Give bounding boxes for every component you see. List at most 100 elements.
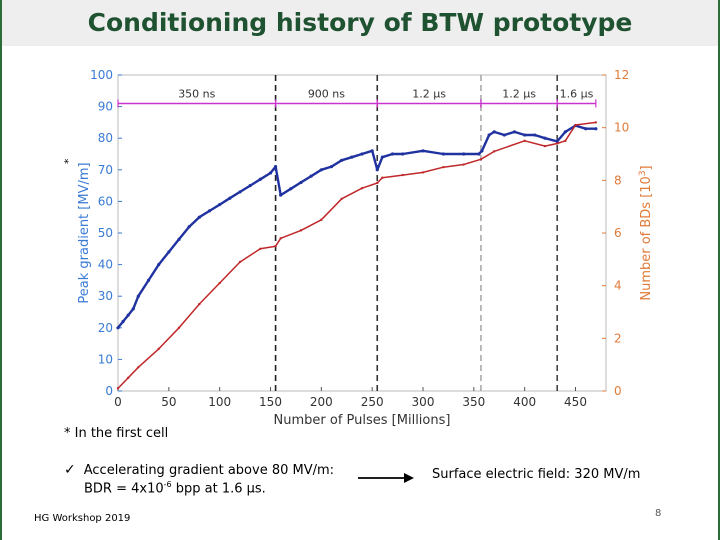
y-left-tick-label: 100: [90, 68, 113, 82]
peak-gradient-point: [218, 202, 222, 207]
bd-count-point: [259, 247, 262, 250]
peak-gradient-point: [502, 133, 506, 137]
peak-gradient-point: [555, 139, 559, 143]
bd-count-point: [556, 142, 559, 145]
bd-count-point: [523, 139, 526, 143]
y-right-tick-label: 6: [614, 226, 622, 240]
peak-gradient-point: [390, 152, 395, 156]
bd-count-point: [218, 281, 221, 285]
peak-gradient-point: [380, 155, 384, 159]
bd-count-point: [543, 144, 547, 148]
x-tick-label: 50: [161, 395, 176, 409]
peak-gradient-point: [533, 133, 537, 137]
bd-count-point: [564, 139, 567, 143]
peak-gradient-point: [157, 263, 161, 267]
peak-gradient-point: [228, 196, 232, 200]
title-band: [0, 0, 720, 46]
peak-gradient-point: [350, 155, 354, 159]
bd-count-point: [320, 218, 323, 222]
x-tick-label: 300: [412, 395, 435, 409]
pulse-length-label: 1.2 μs: [502, 87, 536, 100]
peak-gradient-point: [441, 152, 445, 156]
check-statement: ✓ Accelerating gradient above 80 MV/m:: [64, 462, 334, 478]
x-tick-label: 150: [259, 395, 282, 409]
bd-count-point: [198, 302, 201, 306]
bd-count-point: [360, 187, 364, 190]
y-left-tick-label: 90: [98, 100, 113, 114]
x-tick-label: 100: [208, 395, 231, 409]
peak-gradient-point: [584, 127, 588, 131]
peak-gradient-point: [207, 209, 212, 213]
peak-gradient-point: [116, 326, 120, 330]
footer-label: HG Workshop 2019: [34, 513, 131, 524]
y-left-tick-label: 70: [98, 163, 113, 177]
peak-gradient-point: [492, 130, 496, 134]
bdr-suffix: bpp at 1.6 μs.: [171, 481, 266, 497]
x-tick-label: 250: [361, 395, 384, 409]
x-tick-label: 0: [114, 395, 122, 409]
y-right-axis-label-exponent: 3: [638, 170, 648, 176]
y-left-tick-label: 0: [105, 384, 113, 398]
peak-gradient-point: [421, 149, 425, 153]
y-right-tick-label: 8: [614, 173, 622, 187]
y-left-tick-label: 30: [98, 289, 113, 303]
y-right-axis-label-close: ]: [639, 165, 654, 170]
bd-count-point: [376, 181, 379, 185]
y-right-tick-label: 0: [614, 384, 622, 398]
check-line1-text: Accelerating gradient above 80 MV/m:: [83, 463, 335, 478]
bd-count-point: [442, 165, 445, 169]
peak-gradient-point: [258, 177, 262, 181]
bd-count-point: [401, 173, 404, 177]
bd-count-point: [462, 163, 465, 166]
peak-gradient-point: [543, 136, 547, 140]
peak-gradient-point: [523, 133, 527, 137]
y-right-tick-label: 12: [614, 68, 629, 82]
bd-count-point: [479, 158, 483, 161]
peak-gradient-point: [167, 250, 171, 254]
pulse-length-label: 350 ns: [178, 87, 215, 100]
peak-gradient-point: [131, 307, 135, 311]
frame-right-border: [718, 0, 720, 540]
bd-count-point: [116, 387, 120, 390]
peak-gradient-point: [375, 168, 379, 172]
bd-count-point: [299, 229, 303, 232]
peak-gradient-point: [187, 225, 191, 229]
bdr-statement: BDR = 4x10-6 bpp at 1.6 μs.: [84, 480, 266, 496]
peak-gradient-point: [594, 127, 598, 131]
bd-count-point: [137, 366, 140, 369]
y-left-tick-label: 50: [98, 226, 113, 240]
footnote: * In the first cell: [64, 426, 169, 441]
peak-gradient-point: [309, 174, 313, 178]
peak-gradient-point: [401, 152, 405, 156]
bd-count-point: [238, 260, 242, 264]
y-left-tick-label: 60: [98, 194, 113, 208]
pulse-length-label: 1.2 μs: [412, 87, 446, 100]
peak-gradient-point: [273, 165, 278, 169]
y-left-tick-label: 10: [98, 352, 113, 366]
peak-gradient-point: [177, 237, 181, 241]
y-left-tick-label: 80: [98, 131, 113, 145]
peak-gradient-point: [238, 190, 242, 194]
peak-gradient-point: [319, 168, 323, 172]
pulse-length-label: 900 ns: [308, 87, 345, 100]
peak-gradient-point: [197, 215, 201, 219]
x-tick-label: 350: [462, 395, 485, 409]
bd-count-point: [126, 376, 130, 380]
y-right-axis-label: Number of BDs [103]: [638, 165, 654, 300]
peak-gradient-point: [462, 152, 466, 156]
page-number: 8: [655, 508, 662, 519]
peak-gradient-point: [360, 152, 364, 156]
bd-count-point: [421, 171, 425, 174]
arrow-right-icon: [358, 473, 414, 483]
peak-gradient-point: [136, 294, 140, 298]
peak-gradient-point: [268, 171, 273, 175]
peak-gradient-point: [279, 193, 283, 197]
slide-title: Conditioning history of BTW prototype: [87, 8, 633, 37]
bd-count-point: [340, 197, 343, 200]
peak-gradient-point: [329, 165, 334, 169]
peak-gradient-point: [487, 133, 491, 137]
peak-gradient-point: [121, 319, 125, 324]
peak-gradient-point: [563, 130, 567, 134]
plot-area: [117, 74, 607, 392]
x-tick-label: 400: [513, 395, 536, 409]
